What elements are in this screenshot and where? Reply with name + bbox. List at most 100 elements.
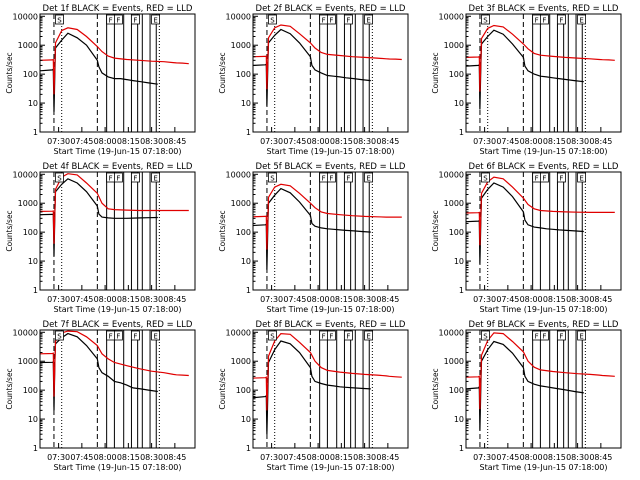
event-flag-label: F xyxy=(535,17,539,25)
x-tick-label: 07:30 xyxy=(47,137,70,146)
y-tick-label: 100 xyxy=(449,70,464,79)
x-axis-label: Start Time (19-Jun-15 07:18:00) xyxy=(54,305,182,314)
y-tick-label: 10 xyxy=(454,99,464,108)
y-tick-label: 10000 xyxy=(13,328,38,337)
y-tick-label: 1000 xyxy=(444,357,464,366)
y-axis-label: Counts/sec xyxy=(218,368,227,409)
y-tick-label: 1 xyxy=(246,444,251,453)
x-axis-label: Start Time (19-Jun-15 07:18:00) xyxy=(267,147,395,156)
panel-title: Det 8f BLACK = Events, RED = LLD xyxy=(256,320,406,330)
x-tick-label: 08:15 xyxy=(543,453,566,462)
event-flag-box xyxy=(481,172,490,183)
panel-title: Det 2f BLACK = Events, RED = LLD xyxy=(256,4,406,14)
events-series-line xyxy=(252,187,371,270)
event-flag-label: S xyxy=(483,175,488,183)
events-series-line xyxy=(465,340,584,431)
x-tick-label: 08:00 xyxy=(307,453,330,462)
events-series-line xyxy=(465,182,584,264)
event-flag-box xyxy=(151,172,161,183)
event-flag-label: F xyxy=(109,333,113,341)
y-tick-label: 100 xyxy=(23,70,38,79)
x-tick-label: 08:45 xyxy=(163,137,186,146)
x-tick-label: 07:30 xyxy=(473,137,496,146)
x-axis-label: Start Time (19-Jun-15 07:18:00) xyxy=(480,305,608,314)
y-tick-label: 10 xyxy=(454,257,464,266)
x-tick-label: 08:30 xyxy=(353,453,376,462)
y-tick-label: 100 xyxy=(449,386,464,395)
y-tick-label: 10000 xyxy=(13,12,38,21)
y-axis-label: Counts/sec xyxy=(431,210,440,251)
event-flag-box xyxy=(268,14,277,25)
x-axis-label: Start Time (19-Jun-15 07:18:00) xyxy=(480,463,608,472)
event-flag-label: F xyxy=(109,17,113,25)
x-tick-label: 07:45 xyxy=(283,295,306,304)
y-tick-label: 1000 xyxy=(444,41,464,50)
y-tick-label: 10000 xyxy=(439,328,464,337)
x-tick-label: 07:45 xyxy=(496,137,519,146)
x-tick-label: 08:30 xyxy=(140,295,163,304)
y-tick-label: 1 xyxy=(33,128,38,137)
y-tick-label: 10 xyxy=(241,415,251,424)
y-tick-label: 100 xyxy=(236,70,251,79)
y-tick-label: 10 xyxy=(241,99,251,108)
event-flag-label: F xyxy=(133,333,137,341)
x-tick-label: 07:45 xyxy=(283,137,306,146)
event-flag-label: F xyxy=(109,175,113,183)
event-flag-box xyxy=(326,330,336,341)
event-flag-label: E xyxy=(579,17,583,25)
x-axis-label: Start Time (19-Jun-15 07:18:00) xyxy=(54,463,182,472)
event-flag-label: S xyxy=(270,175,275,183)
x-tick-label: 08:15 xyxy=(543,137,566,146)
plot-frame xyxy=(252,171,409,291)
lld-series-line xyxy=(465,24,615,92)
event-flag-label: F xyxy=(329,175,333,183)
x-tick-label: 08:15 xyxy=(117,137,140,146)
event-flag-box xyxy=(55,14,64,25)
plot-frame xyxy=(252,13,409,133)
x-tick-label: 08:45 xyxy=(376,295,399,304)
y-tick-label: 10000 xyxy=(439,170,464,179)
events-series-line xyxy=(252,340,371,435)
x-tick-label: 08:00 xyxy=(307,137,330,146)
y-tick-label: 10 xyxy=(241,257,251,266)
y-tick-label: 1 xyxy=(459,128,464,137)
x-tick-label: 07:45 xyxy=(70,295,93,304)
panel-title: Det 1f BLACK = Events, RED = LLD xyxy=(43,4,193,14)
y-tick-label: 10000 xyxy=(226,328,251,337)
plot-frame xyxy=(39,329,196,449)
event-flag-label: E xyxy=(366,17,370,25)
x-tick-label: 07:30 xyxy=(47,453,70,462)
lld-series-line xyxy=(252,183,402,250)
y-tick-label: 100 xyxy=(23,386,38,395)
x-tick-label: 08:15 xyxy=(117,295,140,304)
y-tick-label: 10000 xyxy=(226,12,251,21)
event-flag-label: F xyxy=(329,333,333,341)
y-tick-label: 10000 xyxy=(13,170,38,179)
event-flag-box xyxy=(557,14,566,25)
event-flag-box xyxy=(540,14,549,25)
event-flag-label: S xyxy=(57,17,62,25)
panel-title: Det 9f BLACK = Events, RED = LLD xyxy=(469,320,619,330)
y-tick-label: 1000 xyxy=(18,357,38,366)
event-flag-box xyxy=(577,330,586,341)
y-axis-label: Counts/sec xyxy=(431,52,440,93)
event-flag-label: F xyxy=(559,17,563,25)
x-tick-label: 08:45 xyxy=(163,295,186,304)
y-tick-label: 1000 xyxy=(444,199,464,208)
x-tick-label: 08:45 xyxy=(376,137,399,146)
event-flag-box xyxy=(326,172,336,183)
x-tick-label: 08:30 xyxy=(566,295,589,304)
y-axis-label: Counts/sec xyxy=(218,52,227,93)
y-tick-label: 1 xyxy=(33,286,38,295)
x-tick-label: 07:30 xyxy=(47,295,70,304)
lld-series-line xyxy=(465,176,615,246)
plot-frame xyxy=(465,171,622,291)
event-flag-label: E xyxy=(579,333,583,341)
x-tick-label: 08:00 xyxy=(307,295,330,304)
y-tick-label: 1 xyxy=(459,444,464,453)
lld-series-line xyxy=(39,173,189,244)
